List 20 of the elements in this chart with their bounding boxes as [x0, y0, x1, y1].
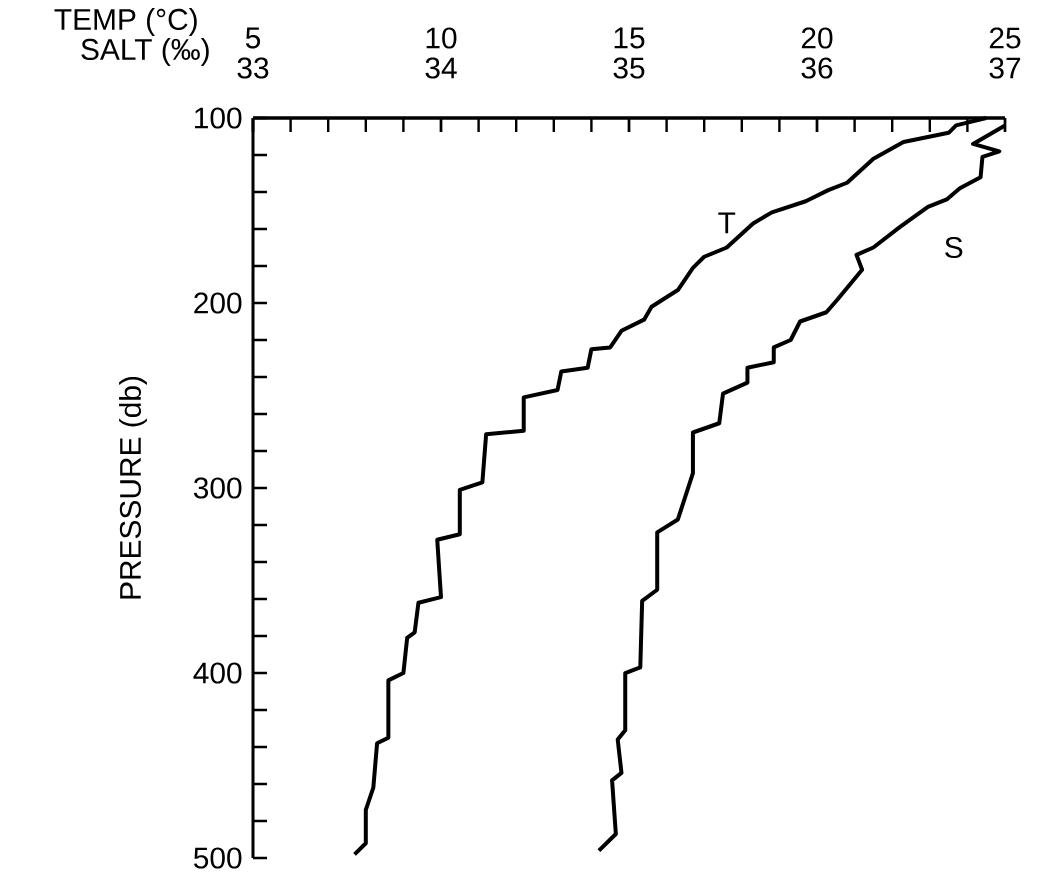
x2-tick-label: 34 [425, 57, 457, 79]
y-tick-label: 100 [195, 107, 242, 129]
x2-tick-label: 36 [801, 57, 833, 79]
x-tick-label: 25 [989, 27, 1021, 49]
x2-axis-title: SALT (‰) [81, 38, 209, 66]
x-tick-label: 10 [426, 27, 457, 49]
x-tick-label: 15 [614, 27, 645, 49]
series-label: T [718, 212, 736, 234]
y-tick-label: 300 [193, 477, 242, 499]
x-tick-label: 5 [245, 27, 261, 49]
x-tick-label: 20 [801, 27, 833, 49]
x2-tick-label: 37 [989, 57, 1021, 79]
y-tick-label: 400 [193, 662, 242, 684]
y-axis-title: PRESSURE (db) [119, 376, 147, 599]
y-tick-label: 200 [194, 292, 242, 314]
x2-tick-label: 35 [613, 57, 645, 79]
series-label: S [945, 236, 963, 259]
y-tick-label: 500 [193, 847, 242, 869]
x-axis-title: TEMP (°C) [54, 8, 197, 36]
x2-tick-label: 33 [237, 57, 269, 79]
